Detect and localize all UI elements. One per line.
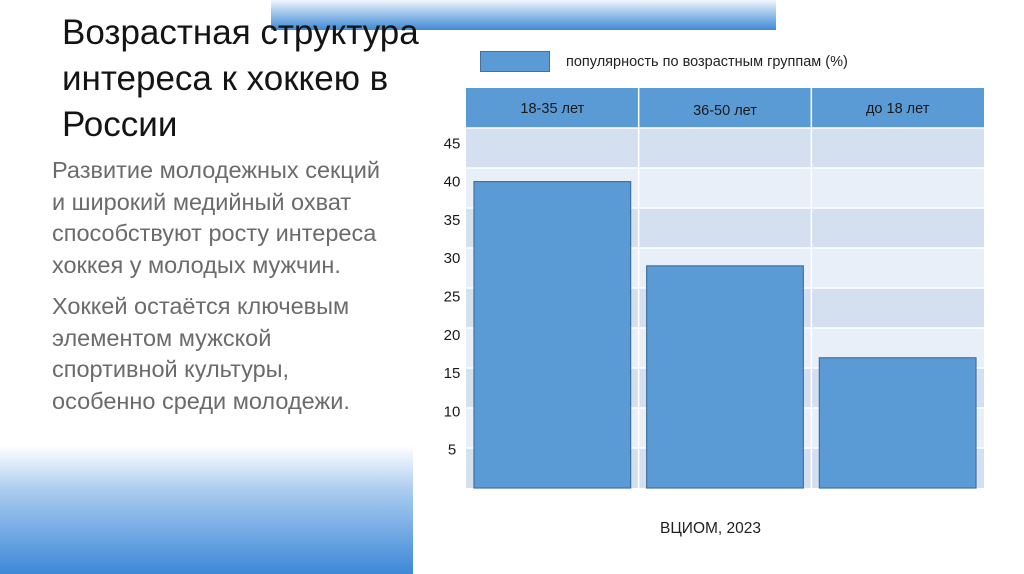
category-label: 18-35 лет	[520, 101, 584, 117]
body-text: Развитие молодежных секций и широкий мед…	[52, 155, 442, 427]
paragraph-male-culture: Хоккей остаётся ключевым элементом мужск…	[52, 293, 350, 414]
top-accent-bar	[271, 0, 776, 30]
bar	[818, 357, 977, 489]
legend-swatch	[480, 51, 550, 72]
y-tick-label: 35	[444, 212, 461, 229]
y-tick-label: 20	[444, 327, 461, 344]
header-row	[466, 88, 984, 128]
y-tick-label: 25	[444, 289, 461, 306]
y-tick-label: 30	[444, 250, 461, 267]
paragraph-youth-growth: Развитие молодежных секций и широкий мед…	[52, 157, 381, 278]
category-label: до 18 лет	[866, 101, 930, 117]
chart-source: ВЦИОМ, 2023	[660, 520, 762, 537]
bar	[646, 265, 804, 489]
y-tick-label: 5	[448, 442, 456, 459]
slide-title: Возрастная структура интереса к хоккею в…	[62, 13, 419, 144]
legend-label: популярность по возрастным группам (%)	[566, 53, 848, 70]
bottom-left-accent-block	[0, 446, 413, 574]
category-label: 36-50 лет	[693, 103, 757, 119]
bar	[473, 181, 632, 489]
y-tick-label: 15	[444, 365, 461, 382]
grid-band	[466, 128, 984, 168]
y-tick-label: 10	[444, 403, 461, 420]
y-tick-label: 40	[444, 174, 461, 191]
chart-legend: популярность по возрастным группам (%)	[480, 51, 848, 72]
y-tick-label: 45	[444, 135, 461, 152]
